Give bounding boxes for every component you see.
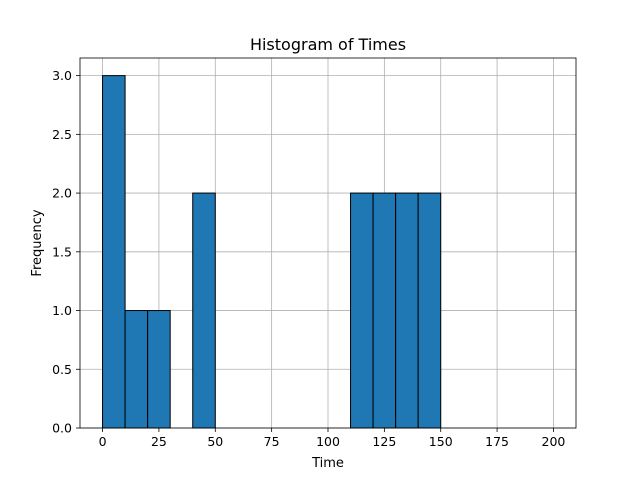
- x-tick-label: 75: [264, 434, 280, 449]
- x-tick-label: 50: [207, 434, 223, 449]
- y-tick-label: 3.0: [52, 68, 72, 83]
- y-axis-label: Frequency: [30, 209, 45, 276]
- histogram-bar: [417, 192, 442, 429]
- histogram-bar: [372, 192, 397, 429]
- y-tick-label: 2.0: [52, 186, 72, 201]
- y-tick-label: 0.0: [52, 421, 72, 436]
- x-tick-label: 25: [151, 434, 167, 449]
- bars-layer: [102, 75, 442, 429]
- chart-title: Histogram of Times: [250, 35, 406, 54]
- x-tick-label: 150: [429, 434, 453, 449]
- y-tick-label: 1.5: [52, 244, 72, 259]
- x-tick-label: 0: [99, 434, 107, 449]
- histogram-bar: [395, 192, 419, 429]
- y-tick-label: 0.5: [52, 362, 72, 377]
- y-tick-label: 1.0: [52, 303, 72, 318]
- histogram-bar: [102, 75, 126, 429]
- histogram-bar: [147, 310, 171, 429]
- x-axis-label: Time: [311, 456, 344, 471]
- histogram-bar: [192, 192, 216, 429]
- x-tick-label: 100: [316, 434, 340, 449]
- histogram-bar: [124, 310, 149, 429]
- x-tick-label: 125: [372, 434, 396, 449]
- ticks-layer: 0 25 50 75 100 125 150 175 200 0.0 0.5 1.0 1.5 2.0 2.5…: [52, 68, 565, 449]
- y-tick-label: 2.5: [52, 127, 72, 142]
- x-tick-label: 175: [485, 434, 509, 449]
- x-tick-label: 200: [542, 434, 566, 449]
- histogram-bar: [350, 192, 374, 429]
